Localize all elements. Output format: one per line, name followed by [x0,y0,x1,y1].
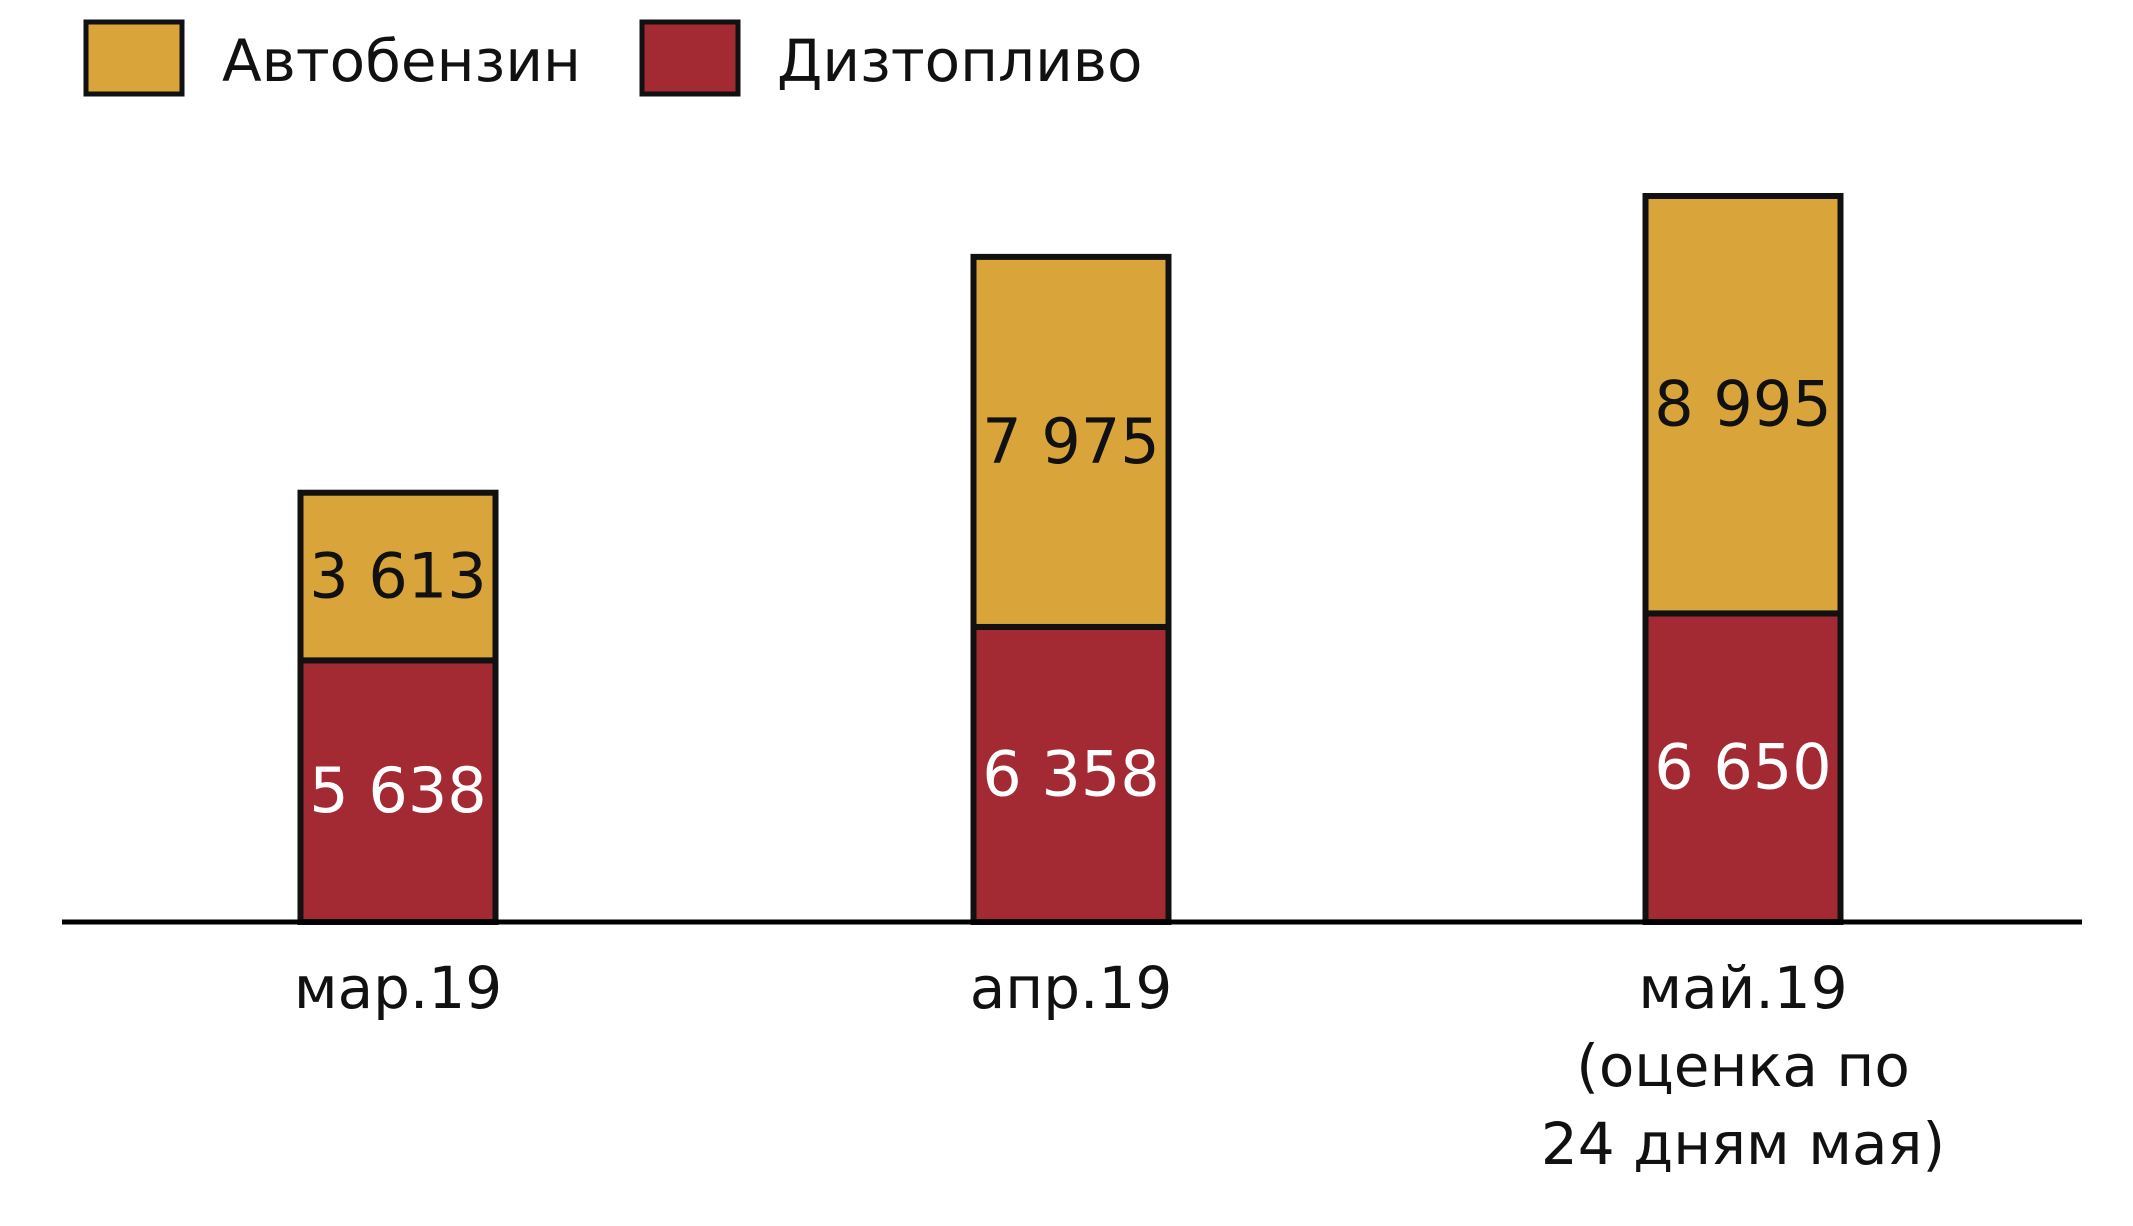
legend-swatch-дизтопливо [639,19,741,97]
legend-label-дизтопливо: Дизтопливо [777,27,1142,95]
category-label-2: апр.19 [970,954,1173,1022]
category-label-line: апр.19 [970,954,1173,1022]
legend-label-автобензин: Автобензин [222,27,581,95]
bar-дизтопливо-1 [297,657,499,925]
data-labels: 5 638 3 613 6 358 7 975 6 650 8 995 [309,368,1832,827]
category-label-line: май.19 [1638,954,1847,1022]
bars [297,193,1844,926]
category-label-1: мар.19 [294,954,502,1022]
bar-автобензин-1 [297,489,499,664]
data-label-автобензин-2: 7 975 [982,405,1160,478]
data-label-автобензин-1: 3 613 [309,540,487,613]
data-label-дизтопливо-2: 6 358 [982,737,1160,810]
category-label-line: (оценка по [1576,1032,1910,1100]
category-label-line: мар.19 [294,954,502,1022]
legend-swatch-автобензин [83,19,185,97]
bar-автобензин-3 [1642,193,1844,617]
data-label-автобензин-3: 8 995 [1654,368,1832,441]
data-label-дизтопливо-3: 6 650 [1654,731,1832,804]
category-labels: мар.19 апр.19 май.19 (оценка по 24 дням мая) [294,954,1945,1178]
category-label-3: май.19 (оценка по 24 дням мая) [1541,954,1945,1178]
data-label-дизтопливо-1: 5 638 [309,754,487,827]
category-label-line: 24 дням мая) [1541,1110,1945,1178]
legend: Автобензин Дизтопливо [83,19,1142,97]
bar-автобензин-2 [970,253,1172,630]
